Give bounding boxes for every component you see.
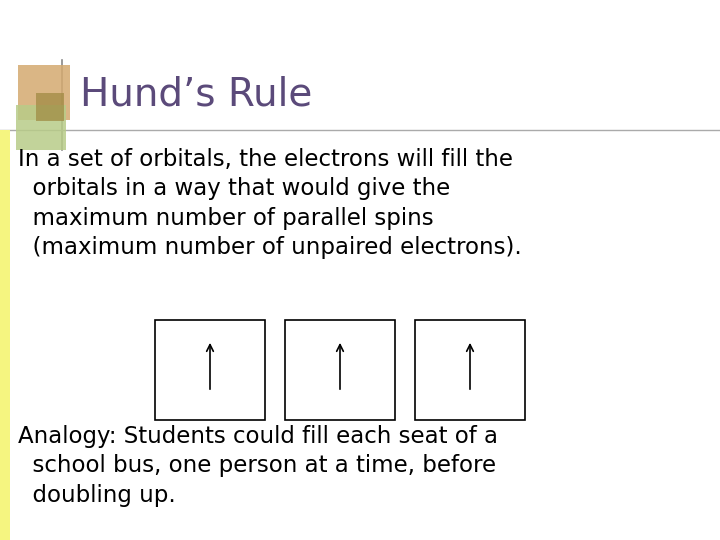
Bar xyxy=(0,130,10,540)
Text: Hund’s Rule: Hund’s Rule xyxy=(80,76,312,114)
Bar xyxy=(415,320,525,420)
Text: Analogy: Students could fill each seat of a
  school bus, one person at a time, : Analogy: Students could fill each seat o… xyxy=(18,425,498,507)
Bar xyxy=(285,320,395,420)
Bar xyxy=(36,93,64,121)
Bar xyxy=(18,65,70,120)
Text: In a set of orbitals, the electrons will fill the
  orbitals in a way that would: In a set of orbitals, the electrons will… xyxy=(18,148,522,259)
Bar xyxy=(155,320,265,420)
Bar xyxy=(16,105,66,150)
